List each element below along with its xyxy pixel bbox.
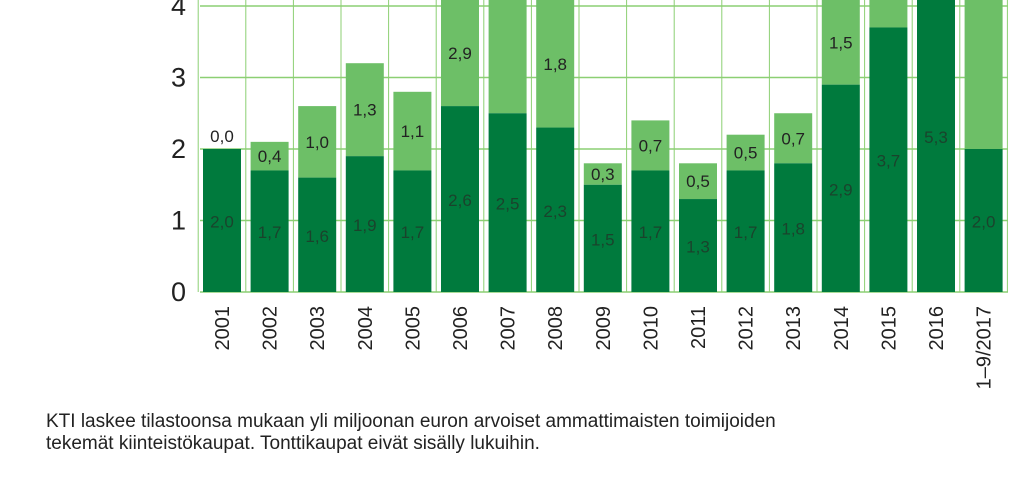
bar-segment-dark [964,149,1003,292]
y-axis-ticks: 0 1 2 3 4 [171,0,186,307]
x-axis-ticks: 2001 2002 2003 2004 2005 2006 2007 2008 2009 2010… [212,306,996,389]
bar-segment-light [726,134,765,171]
bar-label-light: 0,3 [591,165,615,184]
bar-label-light: 0,0 [210,127,234,146]
bar-segment-light [631,120,670,171]
caption-line-2: tekemät kiinteistökaupat. Tonttikaupat e… [46,433,540,454]
bar-label-light: 0,7 [639,136,663,155]
bar-label-dark: 2,9 [829,180,853,199]
x-tick-label: 2006 [450,306,472,351]
x-tick-label: 2014 [831,306,853,351]
bar-segment-light [679,163,717,200]
bar-segment-dark [821,84,860,293]
x-tick-label: 2010 [640,306,662,351]
bar-segment-dark [393,170,432,292]
bar-segment-light [441,0,479,107]
bar-label-dark: 1,7 [734,223,758,242]
bar-label-dark: 1,3 [686,238,710,257]
bar-segment-dark [869,27,908,292]
y-tick-label: 1 [171,206,186,236]
bar-segment-light [774,113,813,164]
bar-label-light: 1,1 [401,122,425,141]
bar-segment-dark [298,177,337,292]
bar-label-light: 1,8 [543,55,567,74]
bar-segment-dark [917,0,955,292]
bar-label-dark: 1,9 [353,216,377,235]
x-tick-label: 2009 [593,306,615,351]
bar-segment-dark [250,170,289,292]
bar-label-dark: 3,7 [877,152,901,171]
x-tick-label: 2008 [545,306,567,351]
chart-caption: KTI laskee tilastoonsa mukaan yli miljoo… [46,411,1006,455]
x-tick-label: 2002 [260,306,282,351]
bar-label-dark: 2,6 [448,191,472,210]
bar-label-light: 1,3 [353,101,377,120]
bar-label-dark: 2,0 [972,213,996,232]
bar-label-dark: 1,7 [401,223,425,242]
bar-label-dark: 1,7 [258,223,282,242]
y-tick-label: 0 [171,277,186,307]
x-tick-label: 2013 [783,306,805,351]
bar-label-dark: 5,3 [924,128,948,147]
x-tick-label: 2004 [355,306,377,351]
bar-segment-light [298,106,337,178]
bar-segment-light [583,163,622,185]
bar-segment-dark [726,170,765,292]
y-tick-label: 2 [171,134,186,164]
x-tick-label: 2015 [878,306,900,351]
bar-label-light: 0,5 [686,172,710,191]
data-labels: 2,0 0,0 1,7 0,4 1,6 1,0 1,9 1,3 1,7 1,1 2,6 2,9 2,5 2… [210,33,995,256]
bar-label-dark: 2,0 [210,213,234,232]
bar-segment-dark [679,199,717,292]
x-tick-label: 2001 [212,306,234,351]
bar-segment-light [964,0,1003,149]
y-tick-label: 4 [171,0,186,21]
bar-segment-dark [583,184,622,292]
bar-segment-dark [536,127,575,292]
bar-label-dark: 1,6 [305,227,329,246]
bar-segment-light [536,0,575,128]
bar-segment-light [488,0,527,114]
bar-segment-dark [203,149,241,292]
bar-segment-dark [345,156,384,292]
bar-segment-dark [774,163,813,292]
stacked-bar-chart: 2,0 0,0 1,7 0,4 1,6 1,0 1,9 1,3 1,7 1,1 2,6 2,9 2,5 2… [171,0,1008,389]
bar-segment-dark [441,106,479,292]
bar-label-light: 1,0 [305,133,329,152]
caption-line-1: KTI laskee tilastoonsa mukaan yli miljoo… [46,411,776,432]
x-tick-label: 1–9/2017 [974,306,996,389]
bar-label-dark: 1,5 [591,230,615,249]
bars [203,0,1003,293]
x-tick-label: 2016 [926,306,948,351]
bar-label-dark: 2,5 [496,195,520,214]
bar-label-light: 0,7 [781,129,805,148]
bar-label-light: 0,4 [258,147,282,166]
bar-segment-light [869,0,908,28]
bar-segment-light [821,0,860,85]
x-tick-label: 2005 [402,306,424,351]
bar-segment-dark [631,170,670,292]
bar-label-dark: 1,7 [639,223,663,242]
x-tick-label: 2003 [307,306,329,351]
bar-segment-light [250,141,289,171]
bar-segment-light [393,91,432,171]
bar-segment-light [345,63,384,157]
bar-segment-dark [488,113,527,292]
bar-label-light: 2,9 [448,44,472,63]
bar-label-light: 0,5 [734,144,758,163]
bar-label-dark: 2,3 [543,202,567,221]
x-tick-label: 2007 [498,306,520,351]
y-tick-label: 3 [171,63,186,93]
bar-label-light: 1,5 [829,33,853,52]
bar-label-dark: 1,8 [781,220,805,239]
x-tick-label: 2012 [736,306,758,351]
x-tick-label: 2011 [688,306,710,349]
